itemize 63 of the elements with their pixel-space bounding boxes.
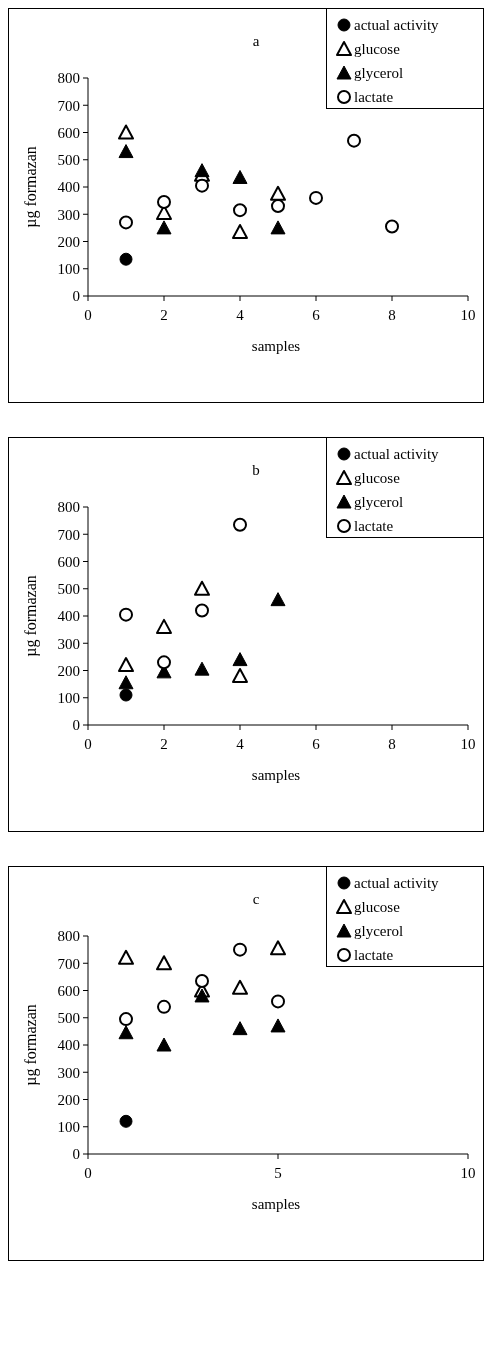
legend-label: actual activity [354, 17, 440, 34]
chart-title: c [252, 891, 260, 907]
y-tick-label: 200 [57, 233, 80, 250]
x-tick-label: 0 [84, 307, 92, 323]
y-tick-label: 300 [57, 206, 80, 223]
x-tick-label: 5 [274, 1165, 282, 1181]
y-tick-label: 0 [72, 288, 80, 305]
legend-label: glucose [354, 899, 401, 916]
y-tick-label: 100 [57, 261, 80, 277]
y-axis-title: µg formazan [22, 146, 40, 228]
y-tick-label: 200 [57, 662, 80, 679]
y-tick-label: 200 [57, 1091, 80, 1108]
x-tick-label: 8 [388, 736, 396, 752]
legend-label: lactate [354, 947, 394, 964]
x-tick-label: 0 [84, 736, 92, 752]
x-tick-label: 2 [160, 307, 168, 323]
x-tick-label: 6 [312, 307, 321, 323]
legend-label: actual activity [354, 446, 440, 463]
legend-label: glycerol [354, 65, 404, 82]
x-axis-title: samples [251, 338, 301, 354]
legend-label: glycerol [354, 923, 404, 940]
y-tick-label: 600 [57, 553, 80, 570]
y-tick-label: 800 [57, 499, 80, 516]
legend-label: lactate [354, 89, 394, 106]
x-axis-title: samples [251, 1196, 301, 1212]
x-tick-label: 2 [160, 736, 168, 752]
chart-title: a [252, 33, 260, 49]
x-tick-label: 4 [236, 307, 245, 323]
y-tick-label: 0 [72, 1146, 80, 1163]
y-axis-title: µg formazan [22, 1004, 40, 1086]
y-tick-label: 0 [72, 717, 80, 734]
x-tick-label: 4 [236, 736, 245, 752]
y-tick-label: 400 [57, 608, 80, 625]
x-tick-label: 10 [460, 307, 476, 323]
y-tick-label: 800 [57, 70, 80, 87]
y-tick-label: 100 [57, 690, 80, 706]
y-tick-label: 700 [57, 97, 80, 114]
y-tick-label: 100 [57, 1119, 80, 1135]
y-tick-label: 600 [57, 124, 80, 141]
y-tick-label: 400 [57, 1037, 80, 1054]
y-tick-label: 600 [57, 982, 80, 999]
x-tick-label: 0 [84, 1165, 92, 1181]
x-axis-title: samples [251, 767, 301, 783]
legend-label: actual activity [354, 875, 440, 892]
y-tick-label: 300 [57, 635, 80, 652]
y-tick-label: 700 [57, 526, 80, 543]
y-tick-label: 500 [57, 581, 80, 597]
y-tick-label: 700 [57, 955, 80, 972]
x-tick-label: 10 [460, 1165, 476, 1181]
legend-label: lactate [354, 518, 394, 535]
y-tick-label: 800 [57, 928, 80, 945]
y-tick-label: 300 [57, 1064, 80, 1081]
y-tick-label: 500 [57, 1010, 80, 1026]
x-tick-label: 6 [312, 736, 321, 752]
x-tick-label: 8 [388, 307, 396, 323]
chart-title: b [252, 462, 260, 478]
legend-label: glucose [354, 470, 401, 487]
legend-label: glycerol [354, 494, 404, 511]
y-tick-label: 400 [57, 179, 80, 196]
legend-label: glucose [354, 41, 401, 58]
x-tick-label: 10 [460, 736, 476, 752]
y-tick-label: 500 [57, 152, 80, 168]
y-axis-title: µg formazan [22, 575, 40, 657]
